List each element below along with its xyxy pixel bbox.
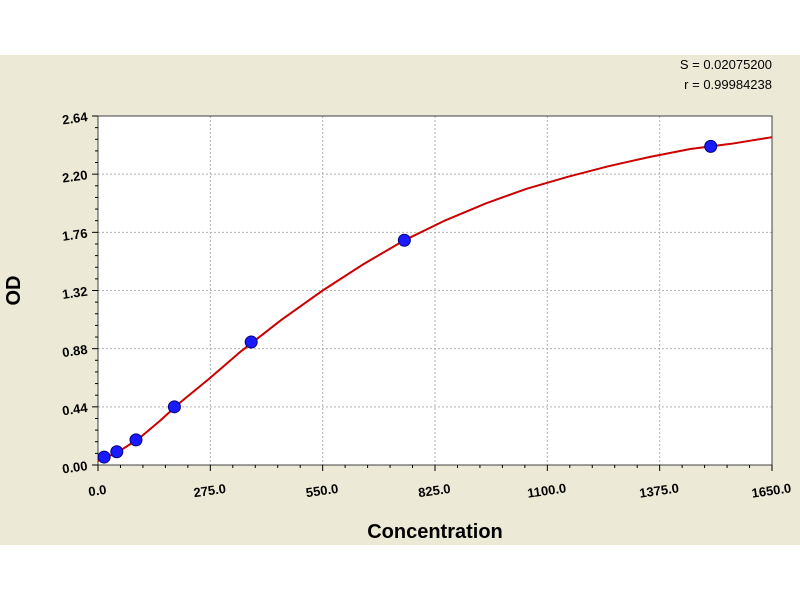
- data-points: [97, 139, 718, 464]
- y-tick-label: 0.88: [61, 342, 88, 360]
- x-tick-label: 0.0: [87, 482, 107, 499]
- y-tick-label: 1.32: [61, 284, 88, 302]
- od-concentration-chart: 0.0 275.0 550.0 825.0 1100.0 1375.0 1650.0 0.00…: [3, 109, 792, 544]
- axis-labels: Concentration OD: [3, 276, 503, 544]
- data-point: [167, 400, 181, 414]
- x-axis-label: Concentration: [367, 521, 503, 543]
- axes: 0.0 275.0 550.0 825.0 1100.0 1375.0 1650.0 0.00…: [61, 109, 792, 501]
- grid-lines: [98, 116, 772, 465]
- y-axis-label: OD: [3, 276, 25, 306]
- x-tick-label: 275.0: [193, 481, 227, 500]
- data-point: [129, 433, 143, 447]
- y-tick-label: 1.76: [61, 225, 88, 243]
- data-point: [244, 335, 258, 349]
- x-tick-label: 1100.0: [526, 480, 567, 500]
- data-point: [397, 233, 411, 247]
- x-tick-label: 825.0: [417, 481, 451, 500]
- x-tick-label: 1375.0: [638, 480, 679, 500]
- data-point: [704, 139, 718, 153]
- r-statistic: r = 0.99984238: [684, 77, 772, 92]
- s-statistic: S = 0.02075200: [679, 57, 772, 72]
- data-point: [110, 445, 124, 459]
- x-tick-label: 1650.0: [751, 480, 792, 500]
- y-tick-label: 0.44: [61, 400, 89, 418]
- y-tick-label: 2.20: [61, 167, 88, 185]
- data-point: [97, 450, 111, 464]
- y-tick-label: 2.64: [61, 109, 89, 127]
- y-tick-label: 0.00: [61, 458, 88, 476]
- chart-panel: S = 0.02075200 r = 0.99984238 0.0 275.0 55…: [0, 55, 800, 545]
- x-tick-label: 550.0: [305, 481, 339, 500]
